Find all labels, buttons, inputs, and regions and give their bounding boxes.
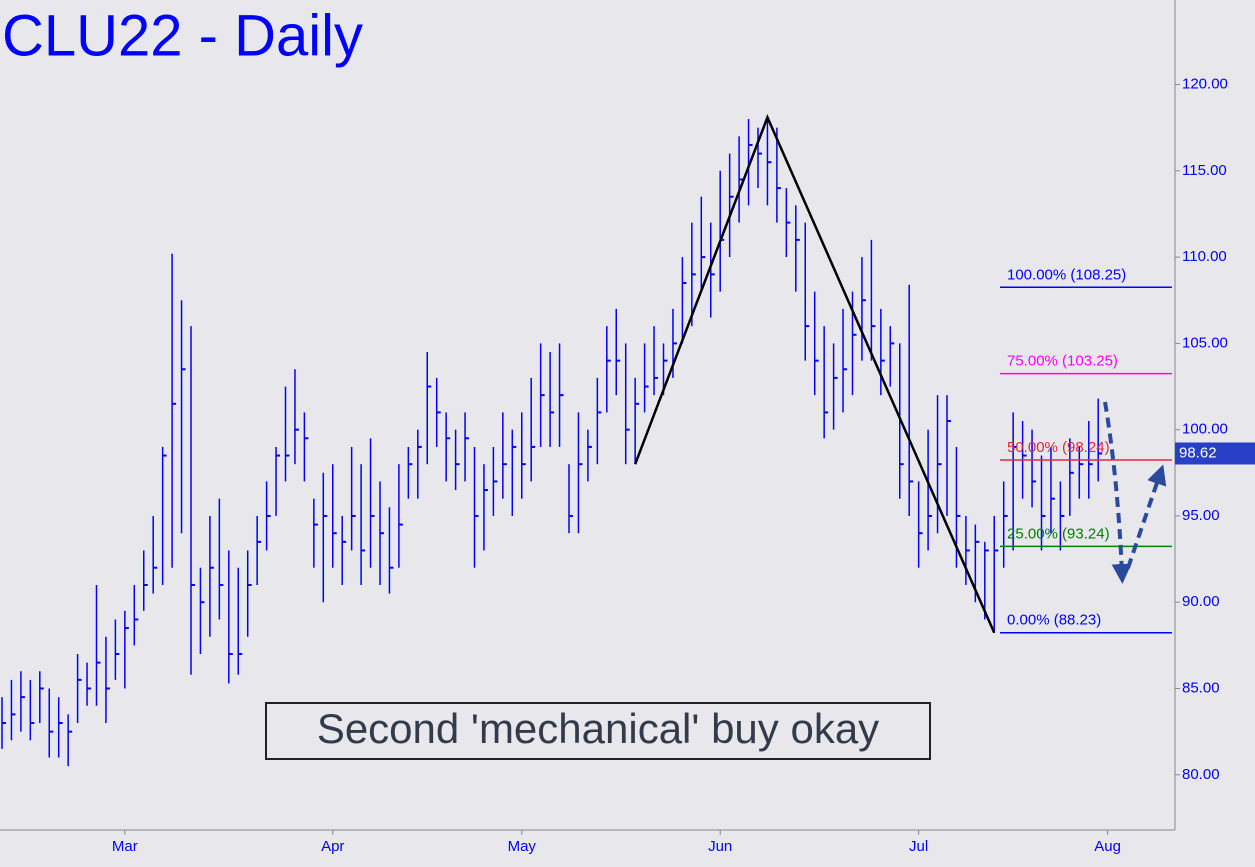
fib-label: 25.00% (93.24) (1007, 525, 1110, 542)
x-tick-label: Jul (909, 838, 928, 855)
forecast-arrow (1126, 464, 1167, 569)
fib-label: 50.00% (98.24) (1007, 439, 1110, 456)
y-tick-label: 110.00 (1182, 248, 1227, 265)
price-marker (1175, 442, 1255, 465)
x-tick-label: Apr (321, 838, 344, 855)
y-tick-label: 120.00 (1182, 76, 1228, 93)
x-tick-label: Jun (708, 838, 732, 855)
annotation: Second 'mechanical' buy okay (317, 705, 879, 752)
fib-label: 100.00% (108.25) (1007, 266, 1126, 283)
y-tick-label: 115.00 (1182, 162, 1227, 179)
x-tick-label: Aug (1094, 838, 1121, 855)
forecast-arrow (1103, 401, 1132, 584)
fib-label: 75.00% (103.25) (1007, 353, 1118, 370)
y-tick-label: 90.00 (1182, 593, 1220, 610)
y-tick-label: 85.00 (1182, 679, 1220, 696)
price-marker-label: 98.62 (1179, 444, 1217, 461)
y-tick-label: 100.00 (1182, 421, 1228, 438)
x-tick-label: Mar (112, 838, 138, 855)
y-tick-label: 80.00 (1182, 766, 1220, 783)
chart-title: CLU22 - Daily (2, 3, 363, 68)
x-tick-label: May (508, 838, 537, 855)
plot: 80.00 85.00 90.00 95.00 100.00 105.00 110.00 11… (1, 76, 1255, 855)
fib-label: 0.00% (88.23) (1007, 612, 1101, 629)
swing-line (633, 114, 996, 634)
y-tick-label: 105.00 (1182, 334, 1228, 351)
y-tick-label: 95.00 (1182, 507, 1220, 524)
annotation-box (265, 702, 931, 760)
